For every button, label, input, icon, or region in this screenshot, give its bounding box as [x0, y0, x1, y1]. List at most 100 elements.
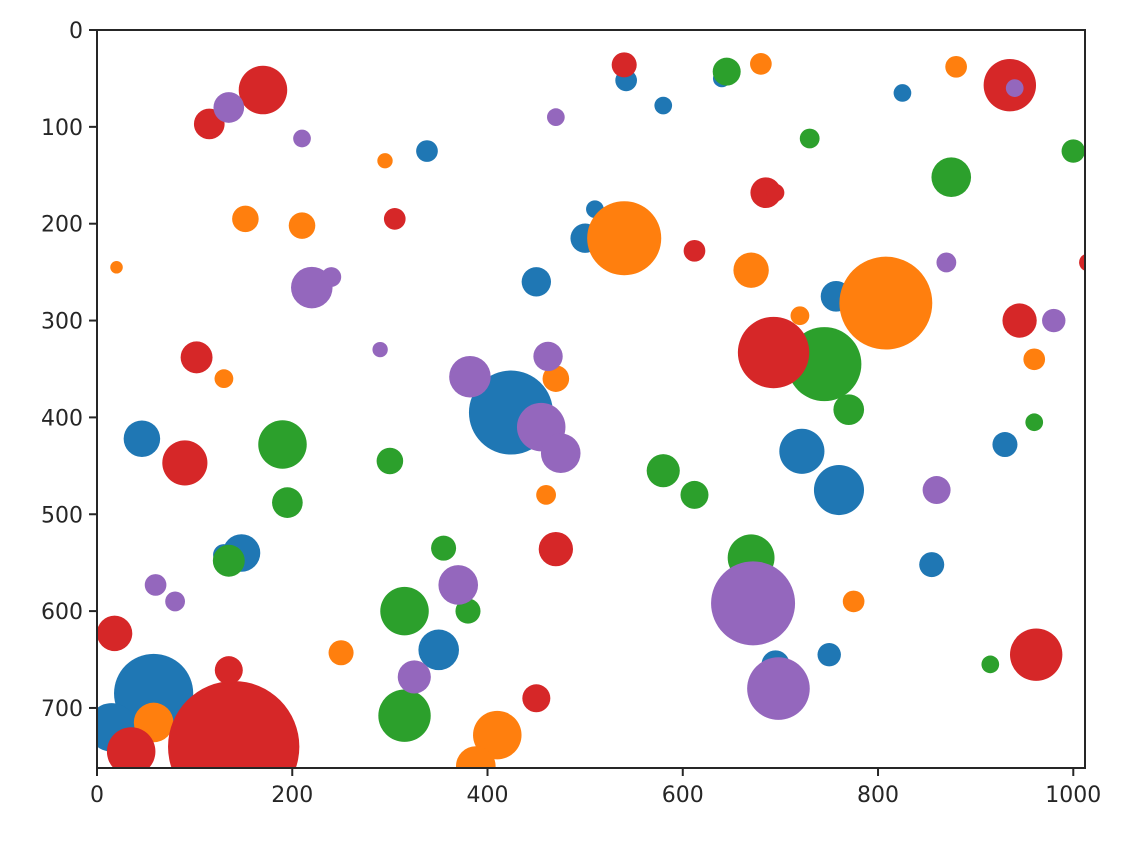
point-orange-8	[288, 212, 316, 239]
point-green-17	[1093, 675, 1121, 703]
point-orange-18	[536, 484, 556, 505]
point-purple-0	[711, 561, 796, 646]
point-red-18	[1079, 254, 1085, 271]
x-tick-label: 400	[467, 783, 509, 808]
y-tick-label: 600	[41, 600, 83, 625]
point-purple-7	[533, 341, 563, 372]
point-blue-22	[654, 96, 673, 115]
point-purple-5	[449, 355, 491, 398]
points-layer	[97, 52, 1121, 768]
point-orange-0	[839, 256, 933, 350]
point-red-3	[238, 65, 288, 115]
point-orange-6	[733, 252, 769, 288]
point-green-11	[712, 57, 741, 86]
x-tick-label: 600	[662, 783, 704, 808]
point-red-7	[1009, 628, 1063, 681]
plot-frame	[96, 29, 1086, 769]
point-green-13	[799, 128, 820, 149]
point-red-4	[97, 615, 133, 652]
point-red-19	[683, 239, 706, 262]
x-tick-label: 200	[271, 783, 313, 808]
y-tick-label: 400	[41, 406, 83, 431]
point-orange-11	[945, 55, 967, 78]
point-green-5	[931, 157, 972, 198]
y-tick-label: 100	[41, 116, 83, 141]
point-green-15	[455, 598, 481, 624]
point-purple-18	[546, 108, 565, 127]
y-tick-label: 0	[69, 19, 83, 44]
point-orange-5	[456, 746, 496, 768]
point-purple-3	[540, 433, 581, 474]
point-red-15	[383, 208, 406, 230]
point-orange-10	[328, 640, 354, 666]
point-red-1	[737, 316, 810, 389]
y-axis: 0 100 200 300 400 500 600 700	[41, 19, 97, 722]
point-red-10	[538, 531, 574, 567]
point-purple-9	[397, 660, 431, 694]
point-orange-3	[473, 710, 522, 760]
y-tick-label: 200	[41, 213, 83, 238]
point-red-5	[162, 440, 208, 486]
point-green-19	[981, 655, 1000, 674]
point-green-8	[376, 447, 404, 475]
point-red-6	[106, 727, 156, 768]
x-tick-label: 0	[90, 783, 104, 808]
point-purple-17	[293, 129, 311, 148]
point-green-16	[680, 480, 709, 509]
point-green-10	[431, 535, 457, 561]
point-purple-13	[936, 252, 957, 273]
point-purple-15	[321, 267, 342, 287]
point-purple-6	[438, 565, 479, 605]
point-purple-11	[922, 476, 951, 505]
point-orange-16	[377, 153, 393, 169]
point-orange-17	[214, 369, 234, 389]
point-blue-1	[114, 653, 194, 734]
point-orange-1	[587, 201, 662, 276]
point-red-8	[180, 341, 213, 374]
point-red-11	[214, 656, 243, 685]
y-tick-label: 500	[41, 503, 83, 528]
x-axis: 0 200 400 600 800 1000	[90, 768, 1101, 808]
point-green-3	[380, 586, 429, 636]
point-orange-13	[750, 53, 772, 75]
point-blue-3	[779, 428, 825, 474]
point-green-12	[833, 394, 865, 425]
point-purple-14	[165, 591, 186, 612]
point-purple-16	[1005, 79, 1024, 97]
point-red-0	[168, 681, 300, 768]
point-blue-16	[416, 140, 438, 162]
point-blue-12	[893, 84, 912, 102]
point-orange-19	[110, 261, 123, 274]
point-green-1	[378, 689, 431, 742]
point-red-17	[766, 183, 785, 202]
point-orange-7	[232, 205, 259, 233]
point-blue-21	[919, 552, 945, 578]
point-green-9	[212, 544, 245, 577]
point-purple-1	[747, 657, 810, 720]
point-green-6	[272, 487, 303, 518]
point-red-12	[1002, 303, 1037, 338]
point-green-14	[1061, 139, 1085, 163]
point-purple-12	[1042, 308, 1066, 333]
x-tick-label: 1000	[1045, 783, 1101, 808]
point-green-7	[646, 454, 680, 488]
point-blue-20	[992, 431, 1018, 458]
point-orange-12	[1023, 348, 1046, 371]
point-orange-14	[842, 590, 865, 613]
point-blue-10	[521, 267, 552, 297]
point-purple-19	[372, 341, 388, 358]
point-blue-9	[123, 420, 161, 457]
point-purple-10	[144, 574, 167, 596]
point-green-2	[258, 420, 307, 469]
point-green-18	[1025, 413, 1044, 432]
point-blue-6	[418, 629, 459, 671]
y-tick-label: 300	[41, 310, 83, 335]
y-tick-label: 700	[41, 697, 83, 722]
point-red-13	[522, 684, 551, 713]
point-orange-15	[790, 306, 810, 326]
point-red-16	[611, 52, 637, 78]
point-blue-17	[817, 642, 841, 667]
point-purple-8	[213, 92, 245, 123]
point-orange-9	[542, 365, 570, 392]
